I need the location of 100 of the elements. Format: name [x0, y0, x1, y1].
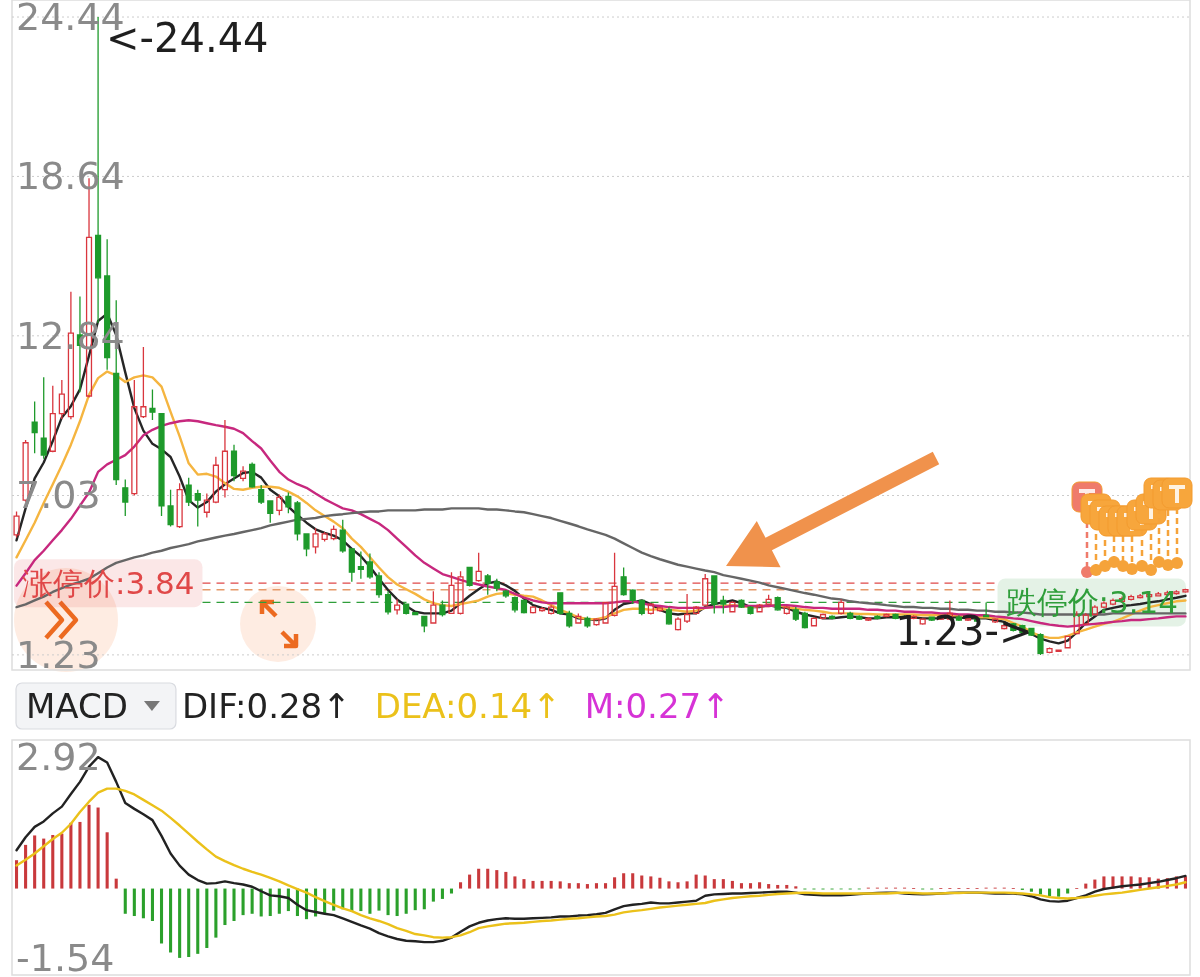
candlestick	[992, 617, 999, 624]
bar	[758, 882, 762, 889]
bar	[159, 888, 164, 944]
bar	[694, 874, 698, 889]
candlestick	[520, 599, 528, 615]
candlestick	[285, 491, 292, 515]
bar	[721, 879, 725, 889]
candlestick	[49, 385, 56, 453]
candlestick	[493, 578, 500, 592]
bar	[187, 888, 191, 957]
candlestick	[502, 589, 509, 599]
candlestick	[883, 612, 890, 618]
candlestick	[819, 612, 827, 620]
candlestick	[584, 615, 591, 629]
bar	[87, 804, 91, 889]
bar	[413, 888, 417, 911]
candlestick	[176, 482, 183, 529]
bar	[51, 834, 55, 889]
candlestick	[339, 519, 346, 554]
candlestick	[221, 419, 229, 499]
y-tick-label: 2.92	[16, 735, 101, 780]
candlestick	[810, 616, 818, 628]
bar	[60, 833, 64, 889]
line-series	[15, 507, 1187, 616]
bar	[105, 832, 109, 889]
bar	[404, 888, 408, 914]
bar	[178, 888, 182, 958]
candlestick	[765, 594, 772, 606]
bar	[431, 888, 435, 902]
candlestick	[330, 524, 337, 541]
candlestick	[955, 614, 963, 622]
candlestick	[258, 484, 265, 505]
bar	[1066, 888, 1070, 894]
bar	[96, 807, 100, 889]
candlestick	[620, 566, 627, 597]
candlestick	[448, 571, 455, 615]
bar	[622, 873, 626, 889]
bar	[14, 860, 19, 889]
bar	[205, 888, 209, 948]
candlestick	[403, 603, 410, 616]
candlestick	[738, 598, 745, 609]
candlestick	[412, 611, 419, 616]
candlestick	[457, 570, 464, 616]
bar	[794, 886, 798, 889]
candlestick	[366, 552, 374, 580]
candlestick	[529, 605, 537, 615]
candlestick	[484, 573, 491, 596]
candlestick	[348, 548, 355, 583]
candlestick	[140, 346, 147, 419]
candlestick	[1064, 635, 1071, 650]
candlestick	[13, 510, 20, 539]
candlestick	[792, 606, 799, 622]
bar	[123, 888, 127, 914]
candlestick	[828, 614, 836, 620]
bar	[685, 881, 689, 889]
candlestick	[611, 552, 618, 618]
candlestick	[919, 617, 926, 626]
bar	[33, 835, 37, 889]
candlestick	[756, 603, 763, 614]
bar	[114, 878, 118, 889]
candlestick	[856, 614, 863, 621]
candlestick	[1182, 588, 1189, 594]
bar	[531, 880, 535, 889]
bar	[658, 877, 662, 889]
candlestick	[40, 376, 47, 460]
bar	[250, 888, 254, 914]
bar	[386, 888, 390, 916]
bar	[1057, 888, 1061, 897]
candlestick	[683, 593, 691, 624]
bar	[150, 888, 154, 921]
candlestick	[439, 599, 446, 618]
candlestick	[430, 590, 437, 625]
bar	[576, 883, 580, 889]
bar	[676, 882, 680, 889]
bar	[495, 870, 499, 889]
candlestick	[711, 575, 718, 615]
bar	[739, 883, 743, 889]
candlestick	[466, 566, 473, 588]
candlestick	[747, 605, 754, 616]
candlestick	[693, 605, 700, 616]
candlestick	[375, 571, 383, 599]
bar	[767, 884, 771, 889]
candlestick	[239, 465, 247, 482]
bar	[585, 884, 589, 889]
candlestick	[230, 444, 238, 482]
bar	[504, 871, 508, 889]
candlestick	[638, 599, 645, 616]
bar	[1084, 883, 1088, 889]
bar	[1102, 876, 1106, 889]
candlestick	[312, 527, 319, 555]
candlestick	[602, 601, 609, 625]
bar	[440, 888, 444, 899]
bar	[422, 888, 426, 910]
bar	[377, 888, 381, 911]
line-series	[15, 787, 1187, 939]
bar	[449, 888, 454, 894]
candlestick	[185, 476, 192, 507]
bar	[468, 874, 472, 889]
bar	[603, 883, 608, 889]
candlestick	[357, 550, 364, 580]
